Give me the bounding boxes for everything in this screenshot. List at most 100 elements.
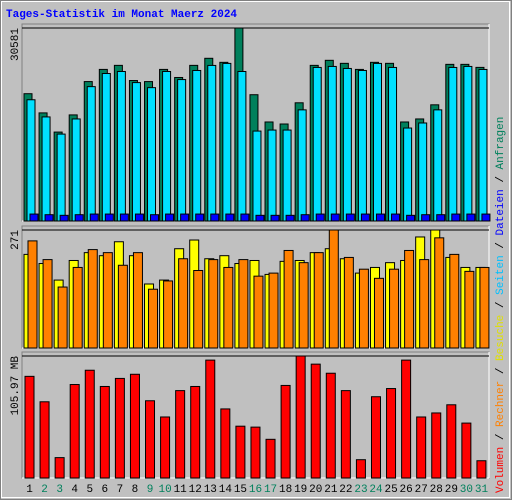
- bar: [345, 213, 355, 222]
- bar: [265, 438, 276, 479]
- x-tick-label: 4: [71, 484, 78, 496]
- bar: [129, 373, 140, 479]
- bar: [54, 457, 65, 479]
- bar: [343, 256, 354, 349]
- bar: [223, 266, 234, 349]
- y-tick-label: 30581: [10, 28, 22, 61]
- bar: [44, 214, 54, 222]
- legend-entry: Volumen: [495, 447, 507, 493]
- bar: [481, 213, 491, 222]
- x-tick-label: 20: [309, 484, 322, 496]
- x-tick-label: 12: [189, 484, 202, 496]
- bar: [315, 213, 325, 222]
- bar: [360, 213, 370, 222]
- x-tick-label: 8: [132, 484, 139, 496]
- bar: [101, 73, 111, 222]
- bar: [39, 401, 50, 479]
- bar: [116, 70, 126, 222]
- bar: [270, 214, 280, 222]
- bar: [56, 133, 66, 222]
- legend-entry: Dateien: [495, 189, 507, 235]
- bar: [373, 277, 384, 349]
- bar: [285, 214, 295, 222]
- bar: [464, 270, 475, 349]
- bar: [134, 213, 144, 222]
- bar: [433, 109, 443, 222]
- bar: [195, 213, 205, 222]
- x-tick-label: 3: [56, 484, 63, 496]
- bar: [240, 213, 250, 222]
- bar: [478, 68, 488, 222]
- bar: [330, 213, 340, 222]
- bar: [355, 459, 366, 479]
- bar: [252, 130, 262, 222]
- bar: [238, 259, 249, 349]
- bar: [310, 363, 321, 479]
- bar: [87, 249, 98, 349]
- bar: [71, 118, 81, 222]
- bar: [461, 422, 472, 479]
- bar: [297, 109, 307, 222]
- bar: [27, 240, 38, 349]
- bar: [328, 229, 339, 349]
- x-tick-label: 14: [219, 484, 233, 496]
- bar: [267, 129, 277, 222]
- bar: [388, 66, 398, 222]
- bar: [237, 70, 247, 222]
- x-tick-label: 28: [430, 484, 443, 496]
- bar: [190, 385, 201, 479]
- bar: [165, 213, 175, 222]
- bar: [57, 286, 68, 349]
- bar: [163, 280, 174, 349]
- bar: [192, 69, 202, 222]
- x-tick-label: 17: [264, 484, 277, 496]
- x-tick-label: 24: [369, 484, 383, 496]
- bar: [295, 355, 306, 479]
- bar: [132, 252, 143, 349]
- bar: [59, 214, 69, 222]
- bar: [386, 388, 397, 479]
- bar: [372, 62, 382, 222]
- legend-entry: Anfragen: [495, 117, 507, 170]
- bar: [150, 214, 160, 222]
- bar: [419, 259, 430, 349]
- bar: [26, 99, 36, 222]
- bar: [180, 213, 190, 222]
- bar: [114, 377, 125, 479]
- bar: [84, 369, 95, 479]
- bar: [389, 268, 400, 349]
- bar: [131, 82, 141, 222]
- legend-separator: /: [495, 169, 507, 189]
- legend-entry: Seiten: [495, 255, 507, 295]
- bar: [451, 213, 461, 222]
- bar: [327, 65, 337, 222]
- x-tick-label: 16: [249, 484, 262, 496]
- bar: [313, 252, 324, 349]
- bar: [283, 249, 294, 349]
- x-tick-label: 6: [102, 484, 109, 496]
- bar: [418, 122, 428, 222]
- x-tick-label: 27: [415, 484, 428, 496]
- bar: [298, 262, 309, 349]
- x-tick-label: 31: [475, 484, 489, 496]
- x-tick-label: 19: [294, 484, 307, 496]
- bar: [340, 390, 351, 479]
- legend-separator: /: [495, 235, 507, 255]
- x-tick-label: 29: [445, 484, 458, 496]
- bar: [147, 87, 157, 222]
- bar: [102, 252, 113, 349]
- bar: [89, 213, 99, 222]
- bar: [117, 264, 128, 349]
- legend-separator: /: [495, 361, 507, 381]
- bar: [300, 214, 310, 222]
- bar: [342, 67, 352, 222]
- x-tick-label: 13: [204, 484, 217, 496]
- y-tick-label: 271: [10, 230, 22, 250]
- bar: [69, 384, 80, 479]
- bar: [446, 404, 457, 479]
- bar: [235, 425, 246, 479]
- bar: [222, 62, 232, 222]
- x-tick-label: 23: [354, 484, 367, 496]
- bar: [177, 79, 187, 222]
- bar: [268, 272, 279, 349]
